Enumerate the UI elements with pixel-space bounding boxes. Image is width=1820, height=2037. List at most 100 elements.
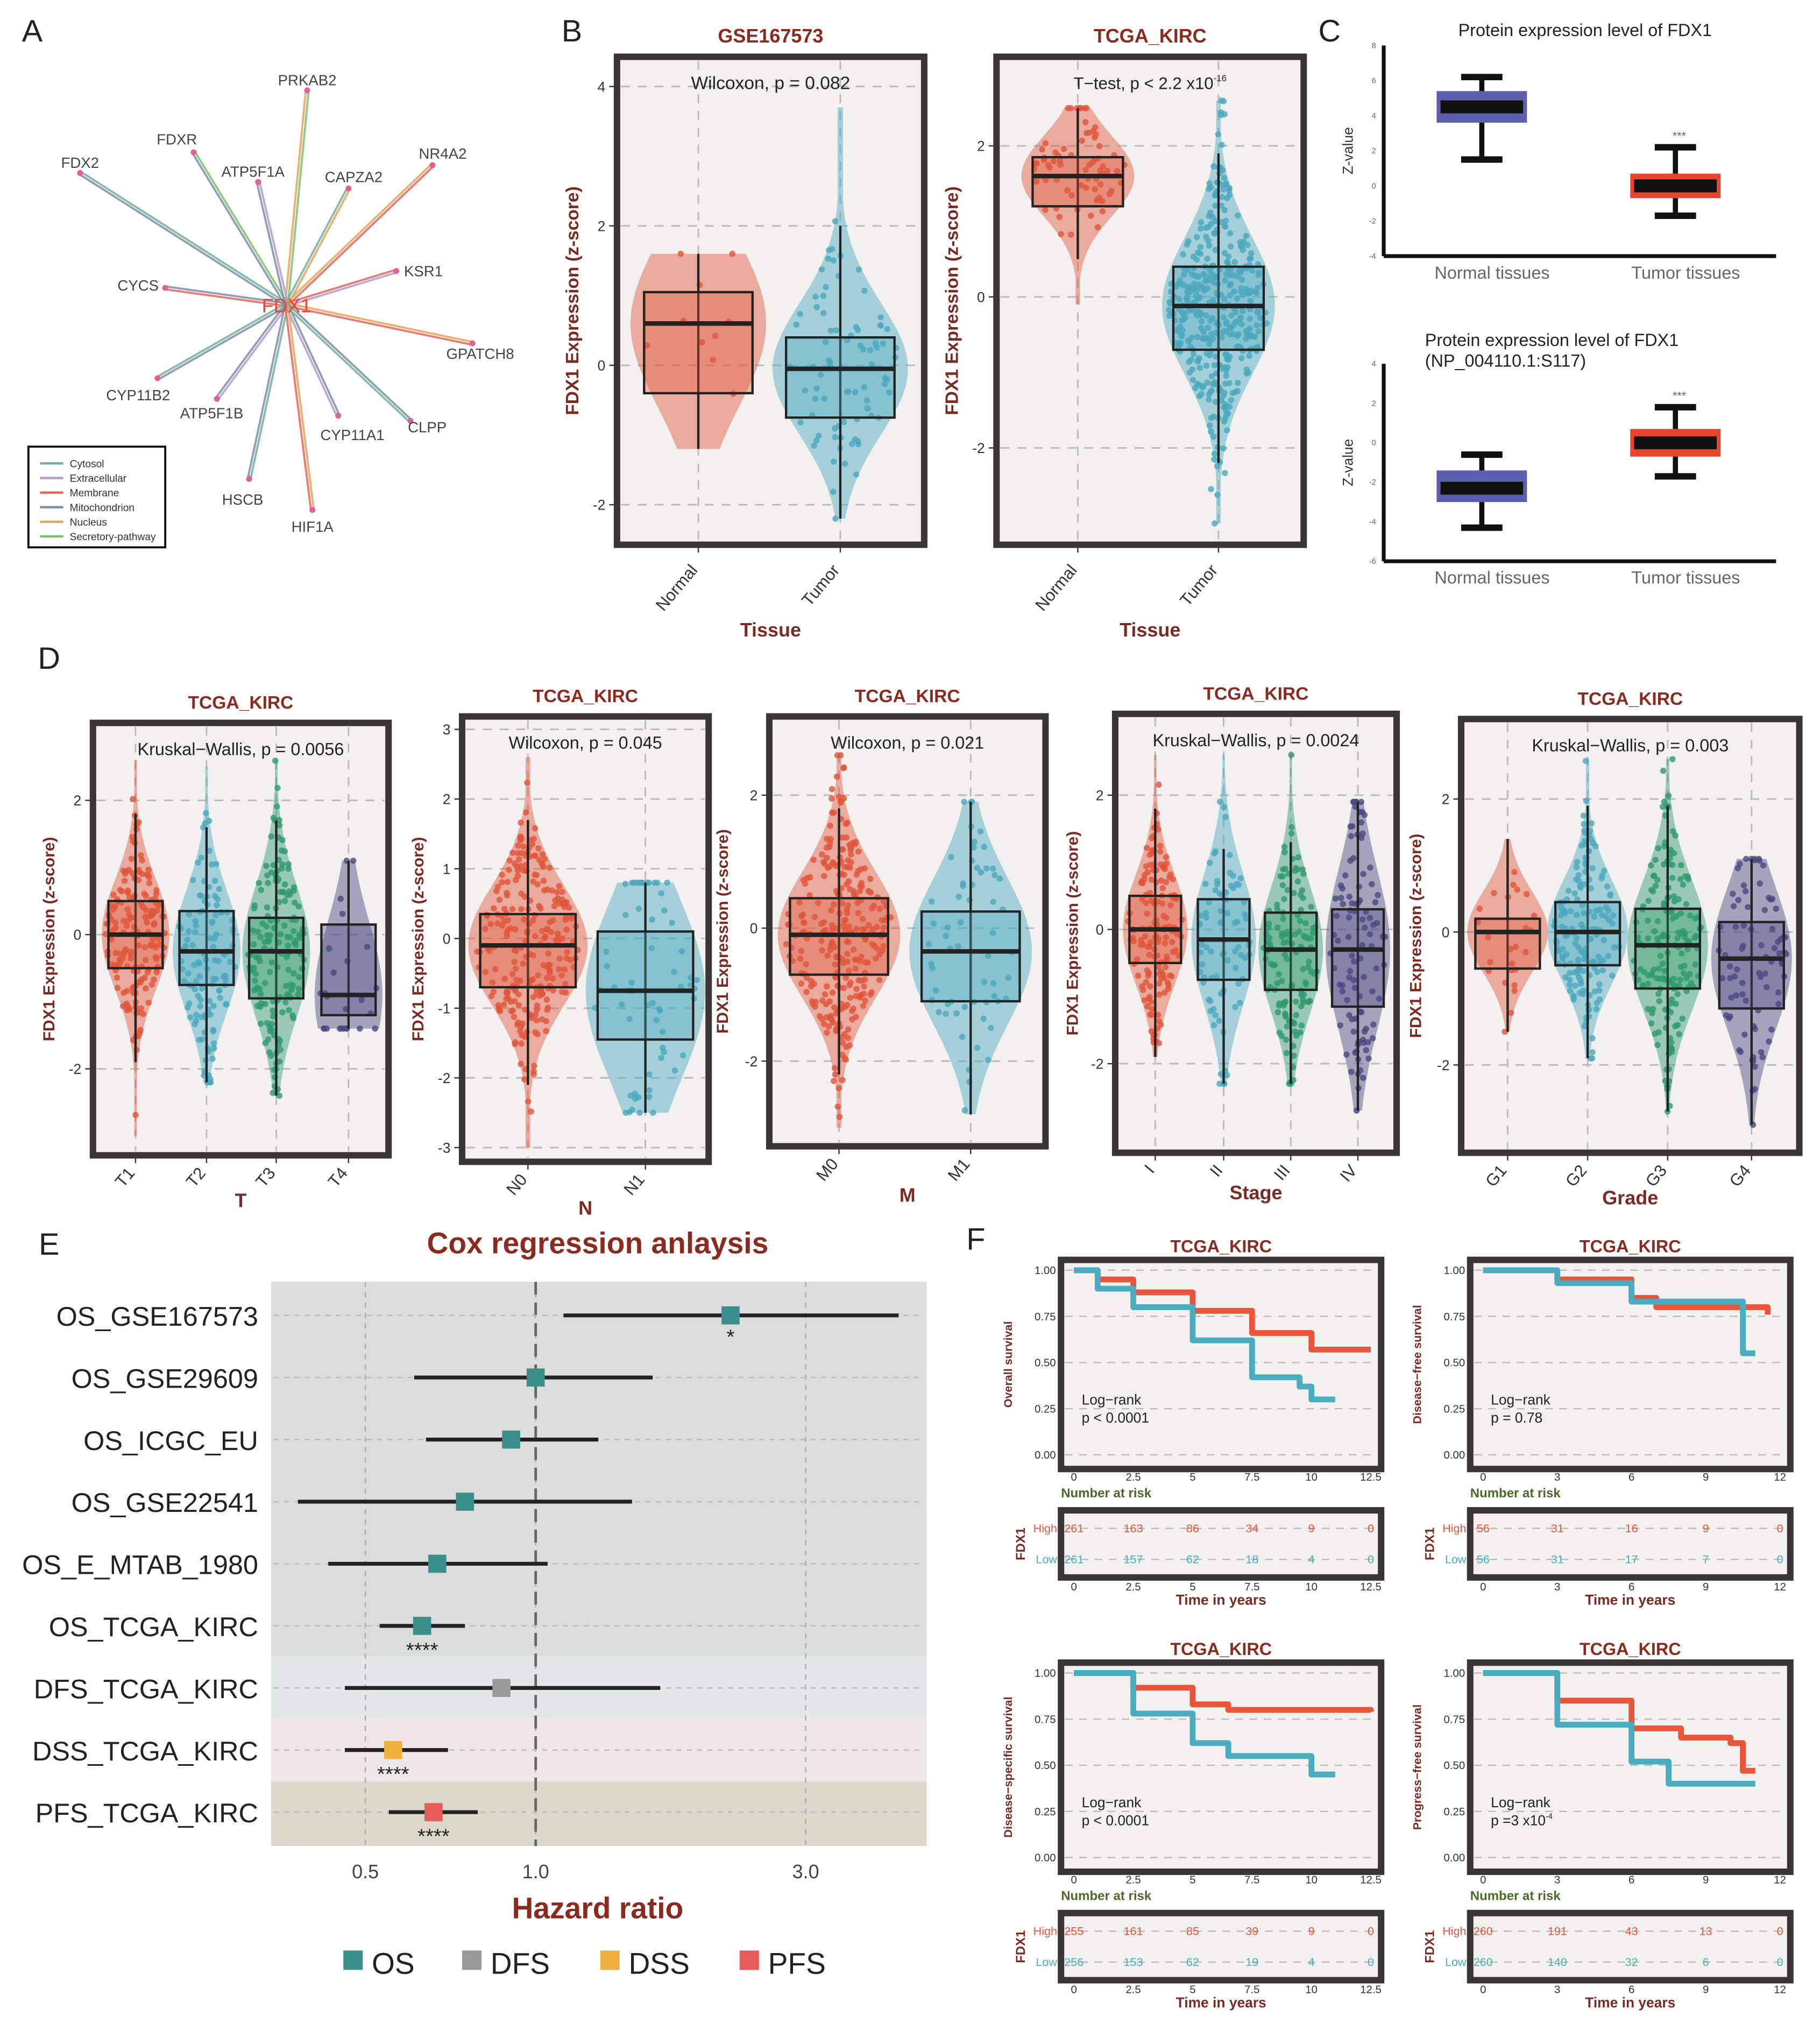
boxplot-D2: -3 -2 -1 0 1 2 3 N0 N1 TCGA_KIRC Wilcoxon, p = 0.0… bbox=[409, 687, 712, 1219]
data-point bbox=[1177, 323, 1184, 330]
data-point bbox=[129, 870, 136, 876]
data-point bbox=[1240, 308, 1246, 315]
data-point bbox=[142, 957, 149, 964]
risk-count: 56 bbox=[1477, 1552, 1490, 1566]
significance-marker: * bbox=[727, 1326, 735, 1349]
data-point bbox=[192, 986, 199, 993]
data-point bbox=[1511, 987, 1518, 994]
x-axis-label: Time in years bbox=[1176, 1994, 1266, 2011]
x-tick-label: 0.5 bbox=[352, 1861, 379, 1883]
box bbox=[178, 910, 235, 986]
data-point bbox=[562, 989, 569, 996]
x-tick-label: 0 bbox=[1480, 1874, 1486, 1886]
data-point bbox=[636, 1109, 643, 1116]
network-edge bbox=[194, 151, 289, 305]
y-tick-label: -2 bbox=[972, 440, 985, 456]
data-point bbox=[1680, 881, 1687, 888]
x-tick-label: 12 bbox=[1774, 1472, 1786, 1483]
data-point bbox=[112, 950, 119, 956]
data-point bbox=[210, 1027, 217, 1034]
y-tick-label: 2 bbox=[1372, 147, 1376, 155]
data-point bbox=[258, 1000, 265, 1007]
data-point bbox=[1223, 180, 1230, 187]
data-point bbox=[504, 889, 510, 896]
data-point bbox=[828, 809, 835, 816]
p-value: p =3 x10-4 bbox=[1491, 1813, 1553, 1829]
data-point bbox=[499, 872, 505, 878]
y-tick-label: 0.75 bbox=[1035, 1311, 1056, 1323]
data-point bbox=[1226, 187, 1233, 193]
network-edge bbox=[249, 305, 289, 480]
p-value-exponent: -4 bbox=[1546, 1813, 1553, 1821]
y-tick-label: -2 bbox=[745, 1053, 757, 1070]
data-point bbox=[357, 1025, 363, 1032]
data-point bbox=[1254, 322, 1260, 329]
data-point bbox=[812, 1003, 818, 1010]
chart-title: TCGA_KIRC bbox=[1170, 1639, 1272, 1659]
data-point bbox=[1220, 98, 1227, 104]
data-point bbox=[824, 1029, 830, 1036]
data-point bbox=[1194, 334, 1201, 340]
data-point bbox=[544, 1004, 551, 1011]
risk-count: 9 bbox=[1703, 1522, 1709, 1535]
y-tick-label: 0.75 bbox=[1444, 1714, 1465, 1725]
risk-x-tick-label: 0 bbox=[1071, 1984, 1077, 1996]
data-point bbox=[518, 1040, 525, 1047]
data-point bbox=[1209, 214, 1216, 221]
risk-count: 13 bbox=[1699, 1924, 1712, 1937]
x-axis-label: Tissue bbox=[740, 619, 801, 641]
network-edge bbox=[287, 188, 351, 306]
x-tick-label: G1 bbox=[1482, 1161, 1511, 1190]
data-point bbox=[1737, 860, 1743, 867]
data-point bbox=[827, 822, 834, 829]
data-point bbox=[1648, 862, 1654, 869]
data-point bbox=[1281, 849, 1288, 855]
data-point bbox=[1089, 159, 1096, 166]
network-edge bbox=[285, 163, 433, 305]
network-edge bbox=[79, 173, 287, 307]
risk-count: 0 bbox=[1368, 1552, 1374, 1566]
median-bar bbox=[1634, 179, 1717, 193]
data-point bbox=[1210, 163, 1217, 170]
data-point bbox=[649, 916, 655, 923]
data-point bbox=[1735, 897, 1742, 903]
data-point bbox=[144, 969, 151, 976]
data-point bbox=[1200, 329, 1207, 335]
data-point bbox=[661, 907, 668, 914]
data-point bbox=[826, 844, 833, 851]
data-point bbox=[185, 970, 192, 977]
legend-label: DSS bbox=[628, 1947, 689, 1980]
data-point bbox=[504, 879, 511, 885]
data-point bbox=[1607, 892, 1613, 899]
data-point bbox=[151, 920, 158, 926]
data-point bbox=[1045, 161, 1052, 168]
data-point bbox=[207, 1012, 214, 1018]
risk-count: 0 bbox=[1777, 1955, 1783, 1969]
data-point bbox=[130, 796, 136, 802]
data-point bbox=[491, 905, 497, 912]
data-point bbox=[192, 929, 199, 936]
data-point bbox=[1565, 887, 1572, 894]
data-point bbox=[1083, 185, 1089, 191]
data-point bbox=[1227, 869, 1233, 876]
data-point bbox=[264, 904, 271, 911]
data-point bbox=[840, 795, 847, 802]
data-point bbox=[660, 1044, 666, 1051]
data-point bbox=[1220, 314, 1227, 321]
data-point bbox=[658, 1055, 664, 1061]
data-point bbox=[1057, 161, 1064, 168]
stat-annotation: Kruskal−Wallis, p = 0.0024 bbox=[1153, 731, 1359, 750]
data-point bbox=[822, 991, 828, 998]
data-point bbox=[199, 985, 206, 992]
data-point bbox=[847, 865, 853, 871]
data-point bbox=[125, 911, 132, 918]
data-point bbox=[858, 977, 865, 984]
risk-count: 34 bbox=[1245, 1522, 1258, 1535]
x-tick-label: Normal tissues bbox=[1435, 263, 1550, 282]
y-tick-label: 0.25 bbox=[1444, 1806, 1465, 1818]
y-tick-label: 0.00 bbox=[1444, 1449, 1465, 1461]
gene-node bbox=[407, 418, 414, 424]
box bbox=[643, 291, 754, 394]
data-point bbox=[196, 1036, 202, 1043]
data-point bbox=[1210, 335, 1216, 342]
